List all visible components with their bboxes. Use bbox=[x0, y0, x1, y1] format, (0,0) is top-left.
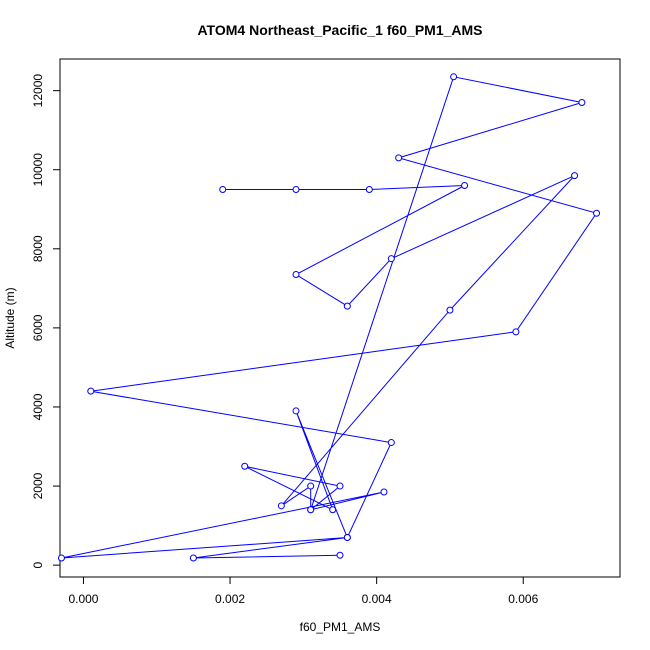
data-point bbox=[87, 387, 95, 395]
data-point bbox=[329, 506, 337, 514]
data-point bbox=[380, 488, 388, 496]
data-point bbox=[571, 172, 579, 180]
x-tick-label: 0.006 bbox=[508, 592, 538, 606]
data-point bbox=[307, 506, 315, 514]
data-point bbox=[219, 185, 227, 193]
x-tick-label: 0.000 bbox=[68, 592, 98, 606]
y-tick-label: 10000 bbox=[31, 153, 45, 187]
data-point bbox=[292, 407, 300, 415]
data-point bbox=[277, 502, 285, 510]
x-axis: 0.000 0.002 0.004 0.006 bbox=[68, 577, 539, 606]
data-point bbox=[57, 554, 65, 562]
y-tick-label: 6000 bbox=[31, 314, 45, 341]
y-tick-label: 4000 bbox=[31, 393, 45, 420]
y-tick-label: 2000 bbox=[31, 472, 45, 499]
y-axis-label: Altitude (m) bbox=[3, 287, 17, 348]
data-point bbox=[593, 209, 601, 217]
y-axis: 0 2000 4000 6000 8000 10000 12000 bbox=[31, 74, 60, 568]
y-tick-label: 8000 bbox=[31, 235, 45, 262]
chart-title: ATOM4 Northeast_Pacific_1 f60_PM1_AMS bbox=[197, 22, 482, 38]
y-tick-label: 12000 bbox=[31, 74, 45, 108]
data-point bbox=[292, 271, 300, 279]
data-point bbox=[336, 551, 344, 559]
data-point bbox=[395, 154, 403, 162]
data-point bbox=[365, 185, 373, 193]
series-layer bbox=[57, 73, 601, 562]
y-tick-label: 0 bbox=[31, 561, 45, 568]
data-point bbox=[241, 462, 249, 470]
data-point bbox=[446, 306, 454, 314]
data-point bbox=[450, 73, 458, 81]
x-axis-label: f60_PM1_AMS bbox=[300, 620, 381, 634]
data-point bbox=[336, 482, 344, 490]
series-line bbox=[61, 76, 598, 559]
data-point bbox=[189, 554, 197, 562]
data-point bbox=[343, 302, 351, 310]
data-point bbox=[512, 328, 520, 336]
data-point bbox=[387, 439, 395, 447]
data-point bbox=[387, 255, 395, 263]
x-tick-label: 0.002 bbox=[215, 592, 245, 606]
data-point bbox=[307, 482, 315, 490]
data-point bbox=[578, 98, 586, 106]
data-point bbox=[343, 533, 351, 541]
x-tick-label: 0.004 bbox=[362, 592, 392, 606]
plot-frame bbox=[59, 58, 621, 578]
data-point bbox=[292, 185, 300, 193]
data-point bbox=[461, 182, 469, 190]
